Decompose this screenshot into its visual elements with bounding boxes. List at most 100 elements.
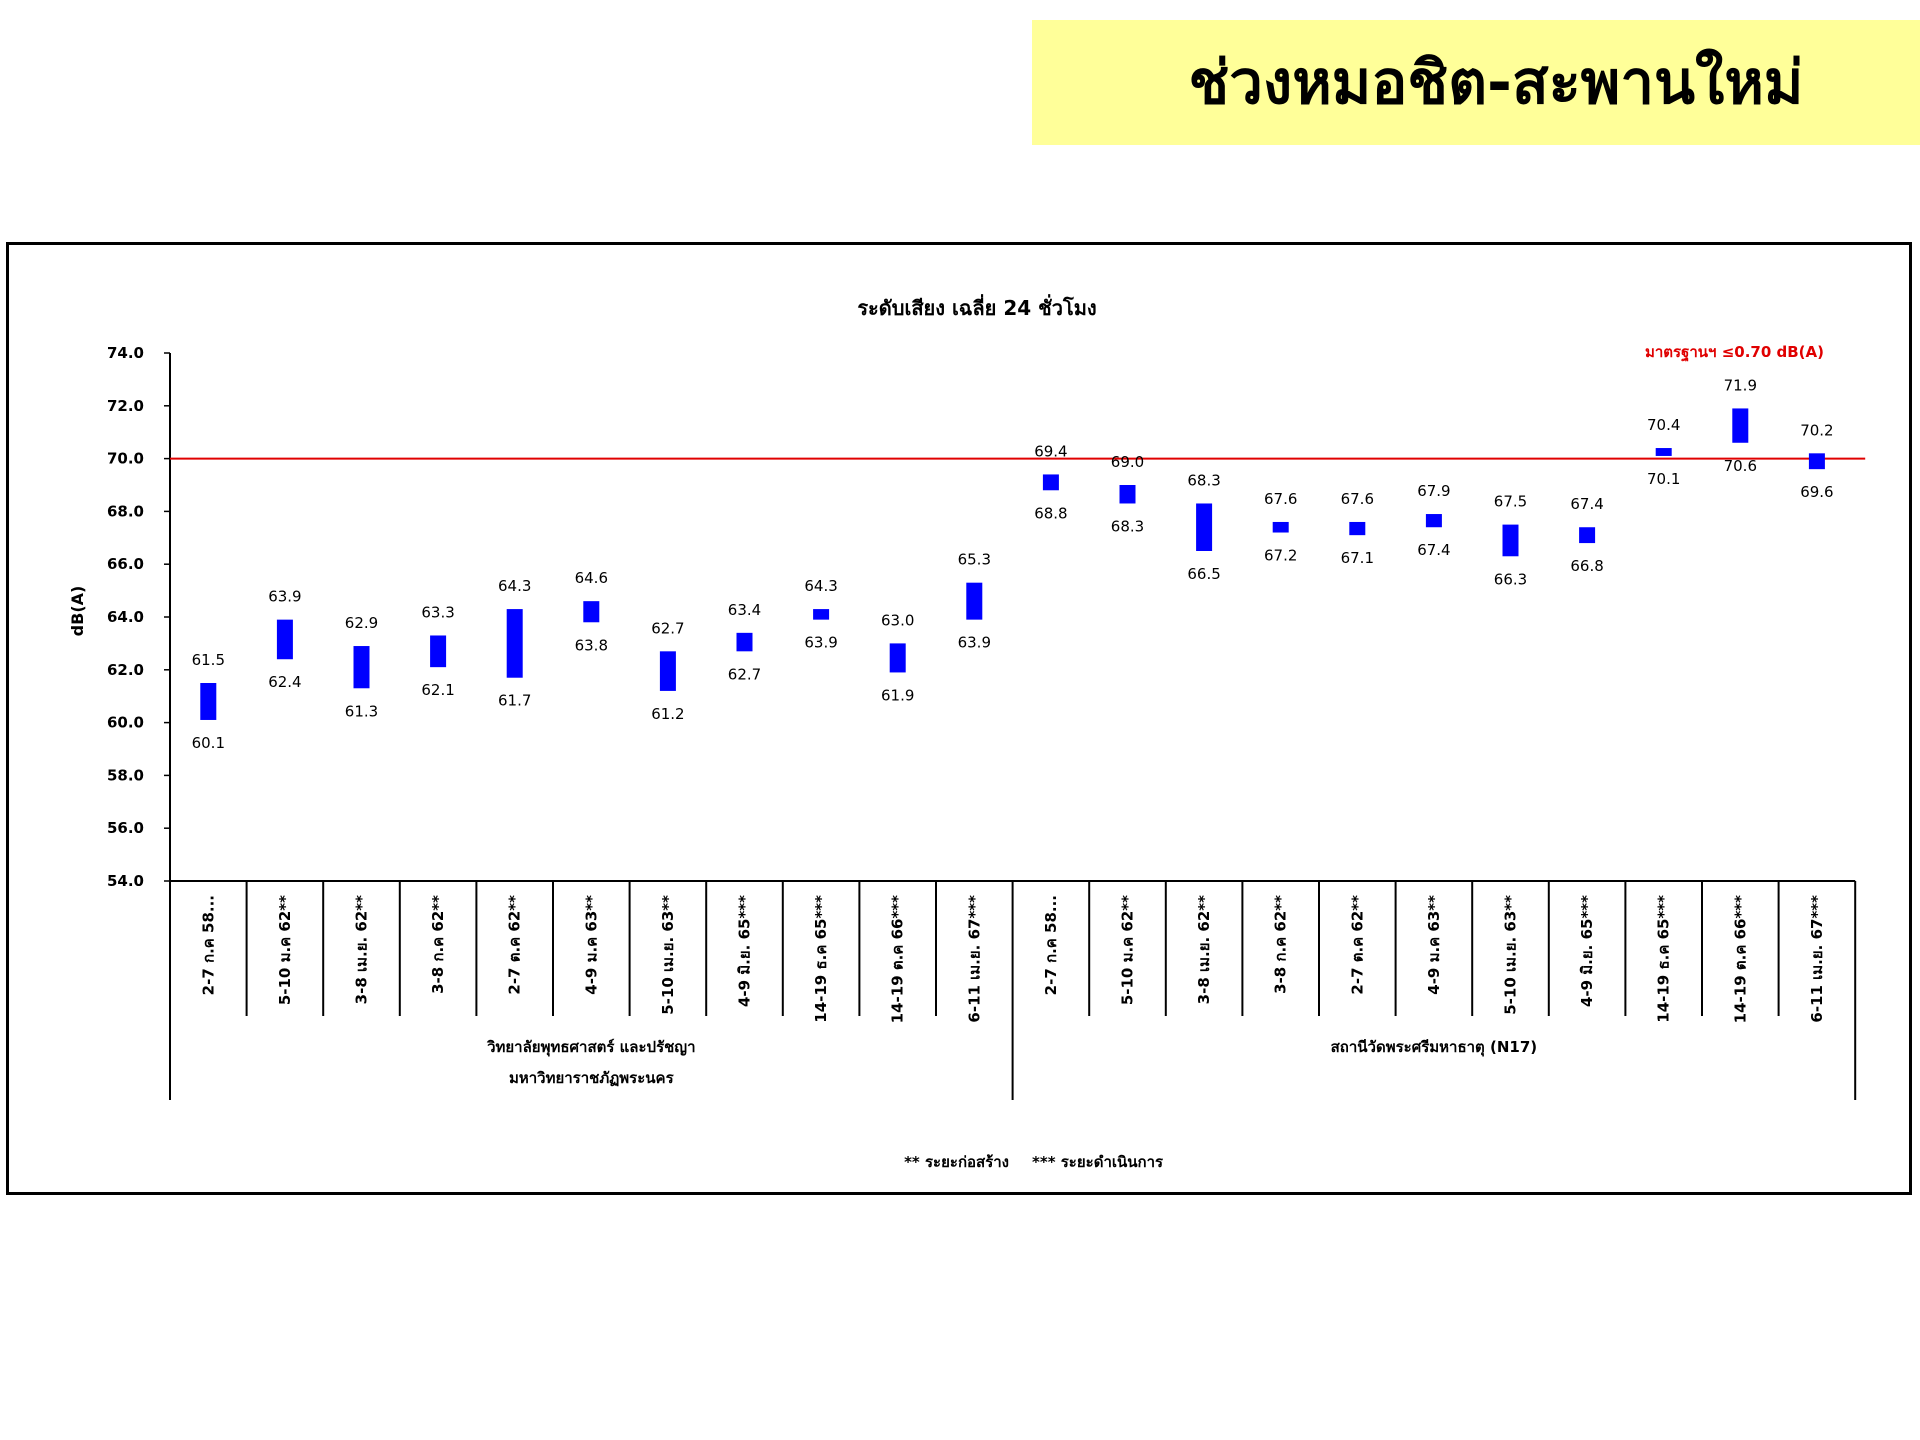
y-tick-label: 64.0 bbox=[107, 608, 144, 626]
y-tick-label: 74.0 bbox=[107, 344, 144, 362]
x-tick-label: 3-8 ก.ค 62** bbox=[1272, 895, 1290, 994]
min-label: 67.2 bbox=[1264, 547, 1297, 565]
range-bar bbox=[1425, 514, 1442, 528]
range-bar bbox=[583, 601, 600, 623]
min-label: 62.7 bbox=[728, 665, 761, 683]
group-label: สถานีวัดพระศรีมหาธาตุ (N17) bbox=[1331, 1038, 1538, 1057]
range-bar bbox=[813, 609, 830, 620]
max-label: 67.5 bbox=[1494, 493, 1527, 511]
min-label: 62.1 bbox=[421, 681, 454, 699]
range-bar bbox=[353, 646, 370, 689]
y-tick-label: 60.0 bbox=[107, 714, 144, 732]
x-tick-label: 5-10 ม.ค 62** bbox=[276, 895, 294, 1005]
min-label: 68.8 bbox=[1034, 504, 1067, 522]
noise-chart: ระดับเสียง เฉลี่ย 24 ชั่วโมง dB(A) มาตรฐ… bbox=[68, 293, 1866, 1171]
chart-frame: ระดับเสียง เฉลี่ย 24 ชั่วโมง dB(A) มาตรฐ… bbox=[6, 242, 1912, 1195]
min-label: 63.9 bbox=[804, 634, 837, 652]
max-label: 70.2 bbox=[1800, 421, 1833, 439]
x-tick-label: 14-19 ธ.ค 65*** bbox=[1655, 895, 1673, 1023]
range-bar bbox=[276, 619, 293, 660]
x-tick-label: 3-8 เม.ย. 62** bbox=[1195, 895, 1213, 1004]
max-label: 68.3 bbox=[1187, 471, 1220, 489]
x-tick-label: 14-19 ต.ค 66*** bbox=[1731, 895, 1749, 1023]
range-bar bbox=[1655, 448, 1672, 456]
range-bar bbox=[430, 635, 447, 668]
x-tick-label: 2-7 ต.ค 62** bbox=[506, 895, 524, 995]
range-bar bbox=[889, 643, 906, 673]
min-label: 61.3 bbox=[345, 702, 378, 720]
y-tick-label: 70.0 bbox=[107, 450, 144, 468]
range-bar bbox=[1732, 408, 1749, 443]
max-label: 67.6 bbox=[1264, 490, 1297, 508]
max-label: 65.3 bbox=[958, 551, 991, 569]
x-tick-label: 6-11 เม.ย. 67*** bbox=[1808, 895, 1826, 1023]
x-tick-label: 2-7 ต.ค 62** bbox=[1348, 895, 1366, 995]
min-label: 63.9 bbox=[958, 634, 991, 652]
x-tick-label: 4-9 มิ.ย. 65*** bbox=[1578, 895, 1596, 1007]
x-tick-label: 5-10 ม.ค 62** bbox=[1119, 895, 1137, 1005]
x-tick-label: 5-10 เม.ย. 63** bbox=[659, 895, 677, 1015]
page-title: ช่วงหมอชิต-สะพานใหม่ bbox=[1188, 48, 1804, 118]
min-label: 61.9 bbox=[881, 686, 914, 704]
group-label: มหาวิทยาราชภัฏพระนคร bbox=[509, 1069, 675, 1087]
range-bar bbox=[1808, 453, 1825, 470]
max-label: 62.9 bbox=[345, 614, 378, 632]
chart-marks: 54.0 56.0 58.0 60.0 62.0 64.0 66.0 68.0 70.0 72.0… bbox=[107, 344, 1866, 1100]
max-label: 63.3 bbox=[421, 603, 454, 621]
standard-label: มาตรฐานฯ ≤0.70 dB(A) bbox=[1645, 343, 1824, 362]
footnote-operation: *** ระยะดำเนินการ bbox=[1032, 1153, 1164, 1171]
range-bar bbox=[1042, 474, 1059, 491]
min-label: 68.3 bbox=[1111, 517, 1144, 535]
max-label: 69.4 bbox=[1034, 442, 1067, 460]
y-tick-label: 72.0 bbox=[107, 397, 144, 415]
min-label: 69.6 bbox=[1800, 483, 1833, 501]
y-axis-label: dB(A) bbox=[68, 586, 87, 637]
max-label: 61.5 bbox=[192, 651, 225, 669]
min-label: 70.6 bbox=[1724, 457, 1757, 475]
range-bar bbox=[659, 651, 676, 691]
chart-title: ระดับเสียง เฉลี่ย 24 ชั่วโมง bbox=[857, 293, 1096, 320]
min-label: 70.1 bbox=[1647, 470, 1680, 488]
max-label: 64.3 bbox=[498, 577, 531, 595]
x-tick-label: 2-7 ก.ค 58... bbox=[1042, 895, 1060, 995]
max-label: 62.7 bbox=[651, 619, 684, 637]
x-tick-label: 3-8 เม.ย. 62** bbox=[353, 895, 371, 1004]
x-tick-label: 5-10 เม.ย. 63** bbox=[1502, 895, 1520, 1015]
min-label: 67.1 bbox=[1341, 549, 1374, 567]
title-banner: ช่วงหมอชิต-สะพานใหม่ bbox=[1032, 20, 1920, 145]
range-bar bbox=[1119, 485, 1136, 504]
max-label: 67.9 bbox=[1417, 482, 1450, 500]
x-tick-label: 6-11 เม.ย. 67*** bbox=[965, 895, 983, 1023]
min-label: 66.8 bbox=[1570, 557, 1603, 575]
min-label: 61.2 bbox=[651, 705, 684, 723]
min-label: 66.5 bbox=[1187, 565, 1220, 583]
max-label: 63.0 bbox=[881, 611, 914, 629]
range-bar bbox=[1196, 503, 1213, 551]
y-tick-label: 62.0 bbox=[107, 661, 144, 679]
y-tick-label: 58.0 bbox=[107, 766, 144, 784]
min-label: 63.8 bbox=[575, 636, 608, 654]
range-bar bbox=[966, 582, 983, 620]
min-label: 62.4 bbox=[268, 673, 301, 691]
max-label: 71.9 bbox=[1724, 376, 1757, 394]
x-tick-label: 14-19 ต.ค 66*** bbox=[889, 895, 907, 1023]
range-bar bbox=[736, 632, 753, 652]
range-bar bbox=[1579, 527, 1596, 544]
range-bar bbox=[1349, 521, 1366, 536]
x-tick-label: 4-9 ม.ค 63** bbox=[1425, 895, 1443, 995]
max-label: 64.3 bbox=[804, 577, 837, 595]
x-tick-label: 2-7 ก.ค 58... bbox=[199, 895, 217, 995]
x-tick-label: 4-9 มิ.ย. 65*** bbox=[736, 895, 754, 1007]
y-tick-label: 56.0 bbox=[107, 819, 144, 837]
range-bar bbox=[506, 609, 523, 678]
max-label: 67.6 bbox=[1341, 490, 1374, 508]
min-label: 67.4 bbox=[1417, 541, 1450, 559]
min-label: 66.3 bbox=[1494, 570, 1527, 588]
y-tick-label: 54.0 bbox=[107, 872, 144, 890]
max-label: 69.0 bbox=[1111, 453, 1144, 471]
range-bar bbox=[1502, 524, 1519, 557]
max-label: 70.4 bbox=[1647, 416, 1680, 434]
footnote-construction: ** ระยะก่อสร้าง bbox=[904, 1153, 1009, 1171]
max-label: 63.4 bbox=[728, 601, 761, 619]
y-tick-label: 68.0 bbox=[107, 502, 144, 520]
